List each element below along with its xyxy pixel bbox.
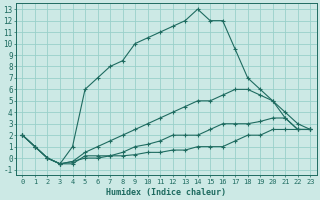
X-axis label: Humidex (Indice chaleur): Humidex (Indice chaleur)	[106, 188, 226, 197]
